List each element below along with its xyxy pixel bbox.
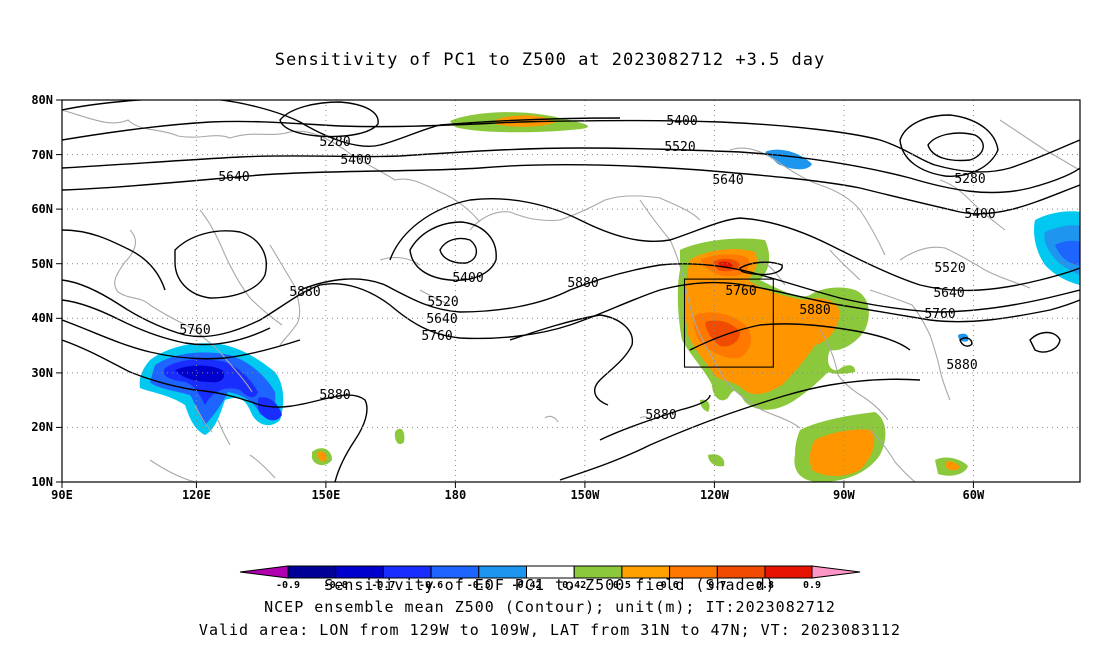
lon-label: 90E xyxy=(51,488,73,502)
lon-label: 180 xyxy=(445,488,467,502)
contour-label: 5760 xyxy=(421,329,452,344)
contour-label: 5640 xyxy=(218,170,249,185)
lon-label: 90W xyxy=(833,488,855,502)
lat-label: 10N xyxy=(31,475,53,489)
contour-label: 5760 xyxy=(924,307,955,322)
grid-lines xyxy=(62,100,1080,482)
contour-label: 5280 xyxy=(954,172,985,187)
lon-label: 120E xyxy=(182,488,211,502)
contour-label: 5400 xyxy=(452,271,483,286)
contour-label: 5400 xyxy=(964,207,995,222)
contour-label: 5280 xyxy=(319,135,350,150)
lat-label: 20N xyxy=(31,420,53,434)
colorbar-tick: 0.8 xyxy=(756,580,774,591)
colorbar-tick: 0.9 xyxy=(803,580,821,591)
contour-label: 5520 xyxy=(934,261,965,276)
shade-negative-arctic xyxy=(765,149,812,170)
contour-label: 5520 xyxy=(427,295,458,310)
lon-label: 150W xyxy=(570,488,600,502)
colorbar-tick: 0.7 xyxy=(708,580,726,591)
contour-label: 5880 xyxy=(946,358,977,373)
contour-label: 5760 xyxy=(725,284,756,299)
colorbar-tick: -0.9 xyxy=(276,580,300,591)
longitude-labels: 90E 120E 150E 180 150W 120W 90W 60W xyxy=(51,488,985,502)
colorbar: -0.9 -0.8 -0.7 -0.6 -0.5 -0.42 0.42 0.5 … xyxy=(239,565,861,591)
colorbar-tick: 0.5 xyxy=(613,580,631,591)
latitude-labels: 80N 70N 60N 50N 40N 30N 20N 10N xyxy=(31,93,53,489)
contour-labels: 5280 5400 5640 5400 5520 5640 5760 5880 … xyxy=(179,114,995,423)
contour-label: 5400 xyxy=(340,153,371,168)
map-title: Sensitivity of PC1 to Z500 at 2023082712… xyxy=(274,50,826,70)
lat-label: 40N xyxy=(31,311,53,325)
colorbar-tick: -0.7 xyxy=(371,580,395,591)
caption-line-3: Valid area: LON from 129W to 109W, LAT f… xyxy=(198,621,902,639)
colorbar-tick: 0.42 xyxy=(562,580,586,591)
coastlines xyxy=(62,109,1080,482)
valid-area-box xyxy=(683,278,774,368)
lon-label: 60W xyxy=(963,488,985,502)
contour-label: 5880 xyxy=(567,276,598,291)
lat-label: 70N xyxy=(31,148,53,162)
contour-label: 5760 xyxy=(179,323,210,338)
axis-ticks xyxy=(56,99,974,488)
contour-label: 5880 xyxy=(319,388,350,403)
colorbar-tick: -0.5 xyxy=(467,580,491,591)
contour-label: 5640 xyxy=(426,312,457,327)
plot-frame xyxy=(61,99,1081,483)
lon-label: 150E xyxy=(311,488,340,502)
contour-label: 5880 xyxy=(799,303,830,318)
colorbar-tick: -0.8 xyxy=(324,580,348,591)
contour-label: 5400 xyxy=(666,114,697,129)
colorbar-tick: -0.42 xyxy=(511,580,541,591)
z500-contours xyxy=(62,100,1080,482)
contour-label: 5880 xyxy=(645,408,676,423)
colorbar-tick: -0.6 xyxy=(419,580,443,591)
contour-label: 5880 xyxy=(289,285,320,300)
colorbar-tick: 0.6 xyxy=(661,580,679,591)
lon-label: 120W xyxy=(700,488,730,502)
contour-label: 5640 xyxy=(712,173,743,188)
caption-line-2: NCEP ensemble mean Z500 (Contour); unit(… xyxy=(264,598,836,616)
lat-label: 80N xyxy=(31,93,53,107)
lat-label: 30N xyxy=(31,366,53,380)
lat-label: 60N xyxy=(31,202,53,216)
lat-label: 50N xyxy=(31,257,53,271)
caption-line-1: Sensitivity of EOF PC1 to Z500 field (Sh… xyxy=(324,576,776,594)
contour-label: 5520 xyxy=(664,140,695,155)
contour-label: 5640 xyxy=(933,286,964,301)
